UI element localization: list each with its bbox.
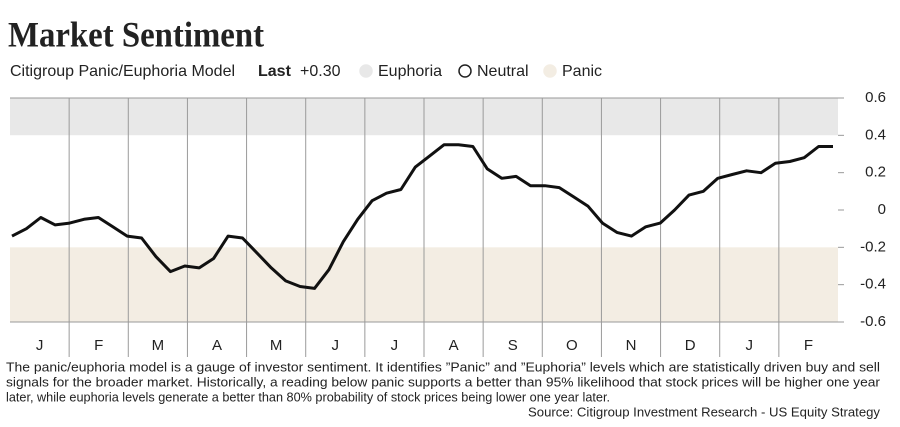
x-tick-label: S (508, 337, 518, 354)
legend-swatch (458, 64, 472, 78)
data-line (11, 143, 833, 290)
note-line: The panic/euphoria model is a gauge of i… (6, 359, 880, 374)
x-tick-label: N (626, 337, 637, 354)
y-tick-label: -0.4 (860, 276, 886, 293)
y-tick-label: -0.6 (860, 313, 886, 330)
last-value: +0.30 (300, 63, 341, 80)
source: Source: Citigroup Investment Research - … (528, 404, 881, 419)
note-line: later, while euphoria levels generate a … (6, 389, 610, 404)
last-label: Last (258, 63, 292, 80)
y-tick-label: 0.4 (865, 126, 886, 143)
chart-title: Market Sentiment (8, 14, 264, 54)
legend-label: Panic (562, 63, 602, 80)
subtitle: Citigroup Panic/Euphoria Model (10, 63, 235, 80)
legend-label: Euphoria (378, 63, 442, 80)
y-tick-label: 0.6 (865, 89, 886, 106)
x-tick-label: A (449, 337, 459, 354)
x-tick-label: J (746, 337, 754, 354)
x-tick-label: M (270, 337, 283, 354)
x-tick-label: F (94, 337, 103, 354)
x-tick-label: M (152, 337, 165, 354)
x-tick-label: J (332, 337, 340, 354)
x-tick-label: J (36, 337, 44, 354)
x-tick-label: F (804, 337, 813, 354)
legend-swatch (543, 64, 557, 78)
legend-swatch (359, 64, 373, 78)
x-tick-label: A (212, 337, 222, 354)
x-tick-label: D (685, 337, 696, 354)
y-tick-label: 0 (878, 201, 886, 218)
legend-label: Neutral (477, 63, 529, 80)
x-tick-label: J (391, 337, 399, 354)
y-tick-label: 0.2 (865, 164, 886, 181)
x-tick-label: O (566, 337, 578, 354)
note-line: signals for the broader market. Historic… (6, 374, 881, 389)
y-tick-label: -0.2 (860, 238, 886, 255)
